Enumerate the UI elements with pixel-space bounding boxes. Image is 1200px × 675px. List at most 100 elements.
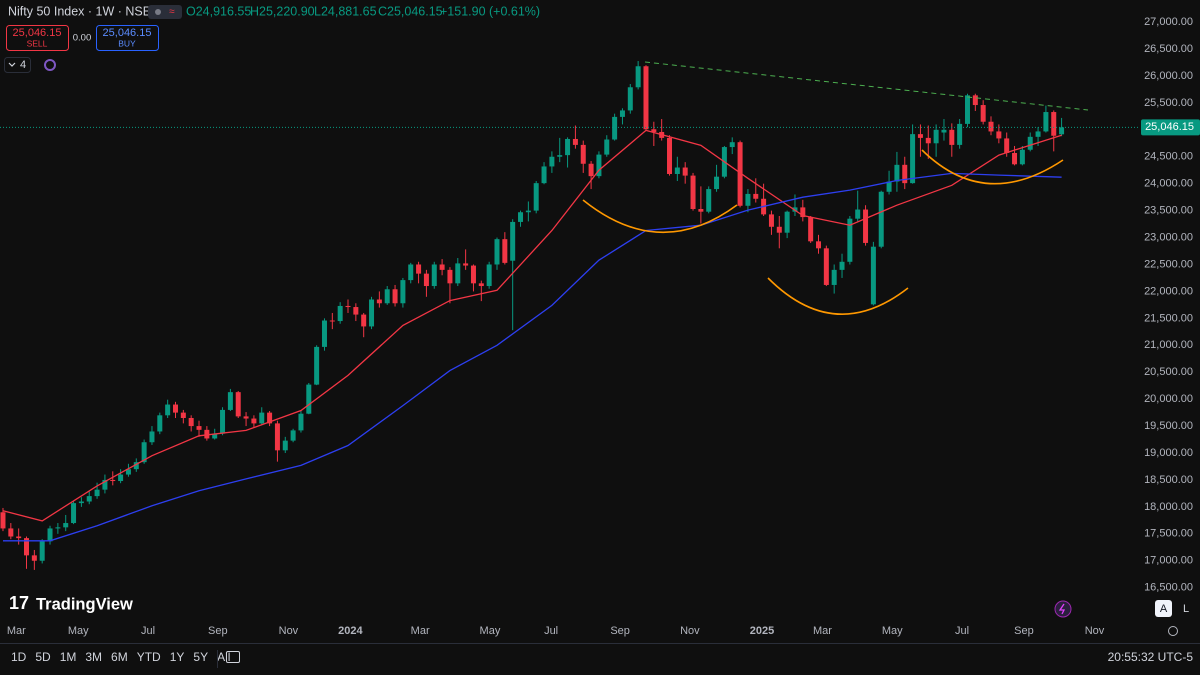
x-tick-label: May [480, 625, 501, 637]
candle-body [274, 423, 280, 451]
candle-body [251, 418, 257, 424]
timeframe-button[interactable]: 3M [85, 650, 102, 664]
candle-body [141, 442, 147, 463]
x-tick-label: 2025 [750, 625, 774, 637]
candle-body [1051, 112, 1057, 136]
x-tick-label: Mar [7, 625, 26, 637]
candle-body [753, 193, 759, 199]
y-tick-label: 25,500.00 [1144, 97, 1193, 109]
buy-button[interactable] [96, 25, 159, 51]
candle-body [220, 409, 226, 434]
lightning-icon [1058, 603, 1066, 615]
candle-body [894, 164, 900, 182]
timeframe-button[interactable]: All [217, 650, 230, 664]
status-badge[interactable] [148, 5, 182, 19]
timeframe-button[interactable]: 1M [60, 650, 77, 664]
candle-body [455, 263, 461, 284]
candle-body [690, 175, 696, 210]
candle-body [510, 221, 516, 261]
timeframe-button[interactable]: 1D [11, 650, 27, 664]
candle-body [486, 264, 492, 287]
candle-body [321, 320, 327, 347]
log-scale-label[interactable]: L [1183, 603, 1189, 615]
y-tick-label: 22,500.00 [1144, 258, 1193, 270]
candle-body [353, 307, 359, 315]
timeframe-button[interactable]: 5Y [193, 650, 208, 664]
date-range-icon[interactable] [226, 651, 240, 663]
candle-body [972, 95, 978, 106]
buy-price: 25,046.15 [103, 27, 152, 39]
candle-body [996, 131, 1002, 139]
symbol-title[interactable]: Nifty 50 Index · 1W · NSE [8, 4, 151, 18]
lightning-button[interactable] [1054, 600, 1072, 618]
timeframe-bar: 1D 5D 1M 3M 6M YTD 1Y 5Y All [11, 650, 230, 664]
indicator-icon[interactable] [44, 59, 56, 71]
sell-button[interactable] [6, 25, 69, 51]
candle-body [408, 264, 414, 281]
candle-body [267, 412, 273, 424]
candle-body [345, 305, 351, 308]
timeframe-button[interactable]: YTD [137, 650, 161, 664]
candle-body [1012, 152, 1018, 165]
last-price-tag [1141, 119, 1200, 136]
candle-body [902, 164, 908, 184]
ohlc-close: C25,046.15 [378, 4, 443, 18]
y-tick-label: 26,500.00 [1144, 43, 1193, 55]
candle-body [964, 95, 970, 124]
status-dot [155, 9, 161, 15]
candle-body [1027, 136, 1033, 150]
timeframe-button[interactable]: 6M [111, 650, 128, 664]
candle-body [1059, 127, 1065, 135]
candle-body [643, 66, 649, 130]
y-tick-label: 23,000.00 [1144, 231, 1193, 243]
candle-body [282, 440, 288, 451]
x-tick-label: Nov [279, 625, 299, 637]
candle-body [125, 469, 131, 475]
y-tick-label: 24,000.00 [1144, 178, 1193, 190]
candle-body [800, 207, 806, 218]
candle-body [8, 528, 14, 537]
candle-body [549, 156, 555, 167]
candle-body [878, 191, 884, 247]
candle-body [259, 412, 265, 424]
settings-icon[interactable] [1168, 626, 1178, 636]
x-tick-label: Jul [141, 625, 155, 637]
candle-body [494, 239, 500, 265]
brand-name[interactable]: TradingView [36, 595, 133, 613]
spread: 0.00 [73, 33, 92, 44]
candle-body [439, 264, 445, 270]
candle-body [823, 248, 829, 285]
candle-body [55, 527, 61, 529]
timeframe-button[interactable]: 5D [35, 650, 51, 664]
y-tick-label: 22,000.00 [1144, 285, 1193, 297]
indicators-toggle[interactable] [4, 57, 31, 73]
y-tick-label: 18,000.00 [1144, 501, 1193, 513]
candle-body [24, 538, 30, 556]
arc-drawing [921, 149, 1064, 185]
candle-body [384, 289, 390, 304]
candle-body [86, 496, 92, 502]
candle-body [463, 263, 469, 266]
y-tick-label: 17,000.00 [1144, 555, 1193, 567]
plot-area [0, 61, 1140, 570]
y-tick-label: 23,500.00 [1144, 205, 1193, 217]
candle-body [518, 212, 524, 222]
candle-body [149, 431, 155, 443]
candle-body [808, 217, 814, 242]
candle-body [980, 105, 986, 122]
timeframe-button[interactable]: 1Y [170, 650, 185, 664]
indicators-count: 4 [20, 59, 26, 71]
candle-body [815, 241, 821, 249]
candle-body [172, 404, 178, 413]
candle-body [133, 462, 139, 470]
candle-body [361, 314, 367, 327]
ohlc-high: H25,220.90 [250, 4, 315, 18]
candle-body [329, 320, 335, 322]
auto-scale-button[interactable] [1155, 600, 1172, 617]
last-price-label: 25,046.15 [1145, 121, 1194, 133]
candle-body [243, 416, 249, 419]
candle-body [988, 121, 994, 132]
x-tick-label: Nov [680, 625, 700, 637]
candle-body [596, 154, 602, 177]
